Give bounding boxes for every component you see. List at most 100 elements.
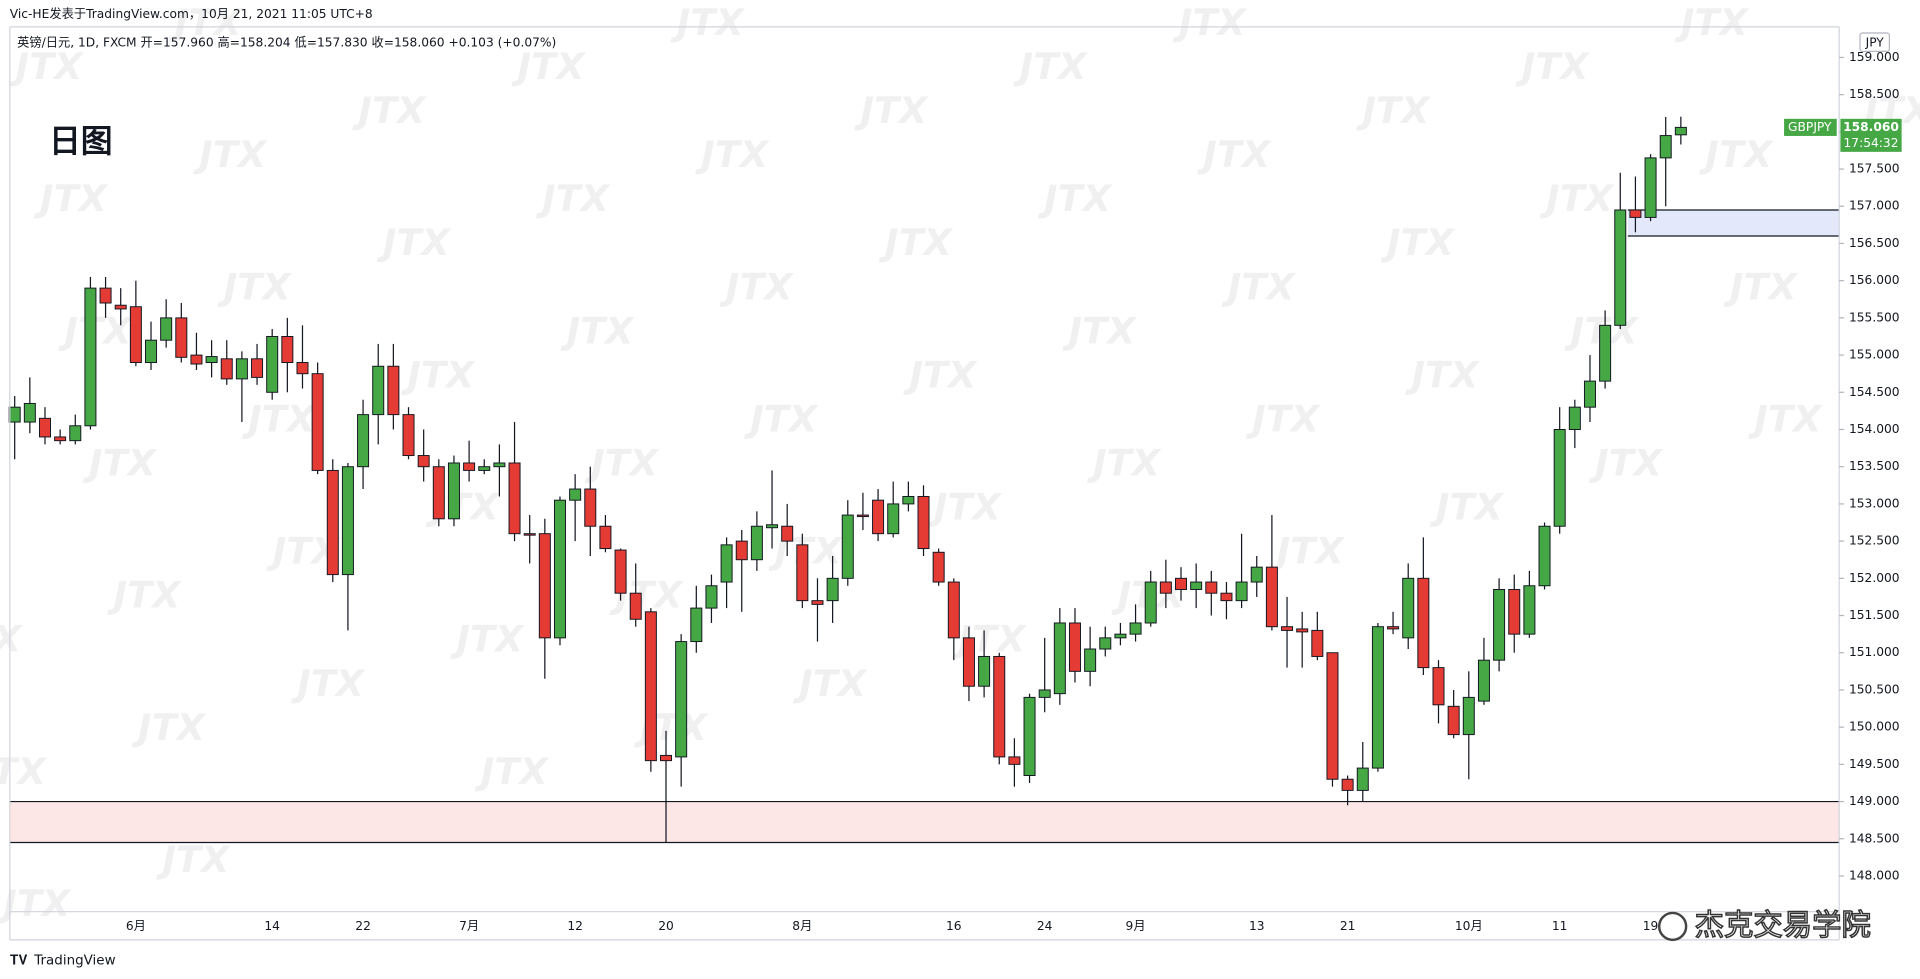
watermark: JTX — [584, 442, 660, 485]
candle-body — [1402, 577, 1415, 639]
x-tick-label: 12 — [567, 919, 583, 933]
watermark: JTX — [1221, 265, 1297, 308]
candle-body — [781, 525, 794, 542]
watermark: JTX — [510, 45, 586, 88]
candle-body — [1068, 622, 1081, 672]
candle-body — [750, 525, 763, 561]
watermark: JTX — [376, 221, 452, 264]
x-tick-label: 20 — [658, 919, 674, 933]
watermark: JTX — [0, 882, 72, 925]
candle-body — [1508, 588, 1521, 635]
candle-body — [69, 425, 82, 442]
candle-body — [1387, 626, 1400, 630]
watermark: JTX — [694, 133, 770, 176]
watermark: JTX — [1588, 442, 1664, 485]
candle-body — [1341, 778, 1354, 791]
candle-body — [1008, 756, 1021, 765]
candle-body — [311, 373, 324, 471]
candle-body — [523, 533, 536, 536]
y-tick-label: 154.000 — [1849, 422, 1900, 436]
watermark: JTX — [168, 1, 244, 44]
y-tick-label: 154.500 — [1849, 385, 1900, 399]
candle-body — [766, 524, 779, 529]
watermark: JTX — [0, 750, 47, 793]
candle-body — [902, 495, 915, 505]
candle-body — [1265, 566, 1278, 628]
candle-body — [1053, 622, 1066, 695]
candle-body — [99, 287, 112, 304]
candle-body — [1583, 380, 1596, 408]
candle-body — [538, 533, 551, 639]
watermark: JTX — [1270, 530, 1346, 573]
candle-body — [932, 551, 945, 583]
candle-body — [175, 317, 188, 358]
candle-body — [1644, 157, 1657, 218]
candle-body — [1114, 633, 1127, 639]
x-tick-label: 10月 — [1455, 919, 1483, 933]
y-tick-label: 153.500 — [1849, 459, 1900, 473]
watermark: JTX — [82, 442, 158, 485]
candle-body — [281, 335, 294, 364]
y-tick-label: 156.500 — [1849, 236, 1900, 250]
price-box — [1840, 118, 1902, 152]
candle-body — [432, 466, 445, 520]
candle-body — [84, 287, 97, 427]
candle-body — [629, 592, 642, 620]
watermark: JTX — [1404, 353, 1480, 396]
brand-icon — [1657, 911, 1688, 942]
last-price: 158.060 — [1843, 120, 1899, 134]
x-tick-label: 7月 — [459, 919, 479, 933]
y-tick-label: 148.000 — [1849, 868, 1900, 882]
watermark: JTX — [902, 353, 978, 396]
candle-body — [584, 488, 597, 527]
watermark: JTX — [792, 662, 868, 705]
countdown: 17:54:32 — [1844, 136, 1899, 150]
watermark: JTX — [106, 574, 182, 617]
ticker: GBPJPY — [1788, 120, 1832, 134]
watermark: JTX — [743, 397, 819, 440]
candle-body — [1144, 581, 1157, 624]
candle-body — [1235, 581, 1248, 602]
watermark: JTX — [33, 177, 109, 220]
candle-body — [402, 414, 415, 457]
candle-body — [205, 356, 218, 364]
watermark: JTX — [8, 45, 84, 88]
watermark: JTX — [559, 309, 635, 352]
candle-body — [1553, 429, 1566, 527]
watermark: JTX — [853, 89, 929, 132]
watermark: JTX — [1539, 177, 1615, 220]
watermark: JTX — [155, 838, 231, 881]
candle-body — [1175, 577, 1188, 590]
candle-body — [357, 414, 370, 468]
watermark: JTX — [1172, 1, 1248, 44]
y-tick-label: 149.500 — [1849, 757, 1900, 771]
y-tick-label: 156.000 — [1849, 273, 1900, 287]
candle-body — [8, 406, 21, 423]
y-tick-label: 152.000 — [1849, 571, 1900, 585]
watermark: JTX — [1245, 397, 1321, 440]
candle-body — [917, 495, 930, 550]
source: Vic-HE发表于TradingView.com，10月 21, 2021 11… — [10, 6, 373, 21]
plot-area — [8, 116, 1840, 844]
candle-body — [220, 358, 233, 380]
candle-body — [1356, 767, 1369, 791]
candle-body — [38, 417, 51, 438]
y-tick-label: 151.500 — [1849, 608, 1900, 622]
brand: 杰克交易学院 — [1695, 908, 1871, 942]
candle-body — [372, 365, 385, 416]
candle-body — [1326, 652, 1339, 780]
x-tick-label: 9月 — [1126, 919, 1146, 933]
y-tick-label: 150.500 — [1849, 682, 1900, 696]
candle-body — [114, 304, 127, 310]
currency-box — [1859, 32, 1890, 53]
candle-body — [1311, 629, 1324, 657]
candle-body — [326, 469, 339, 576]
candle-body — [887, 503, 900, 535]
candle-body — [1417, 577, 1430, 669]
candle-body — [1250, 566, 1263, 583]
candle-body — [1674, 126, 1687, 136]
candle-body — [735, 540, 748, 561]
candle-body — [1159, 581, 1172, 594]
